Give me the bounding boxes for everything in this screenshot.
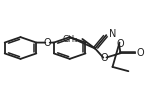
Text: O: O bbox=[44, 38, 51, 48]
Text: CH₃: CH₃ bbox=[63, 34, 78, 43]
Text: O: O bbox=[117, 39, 124, 49]
Text: O: O bbox=[101, 53, 108, 63]
Text: N: N bbox=[108, 29, 116, 39]
Text: O: O bbox=[137, 48, 144, 58]
